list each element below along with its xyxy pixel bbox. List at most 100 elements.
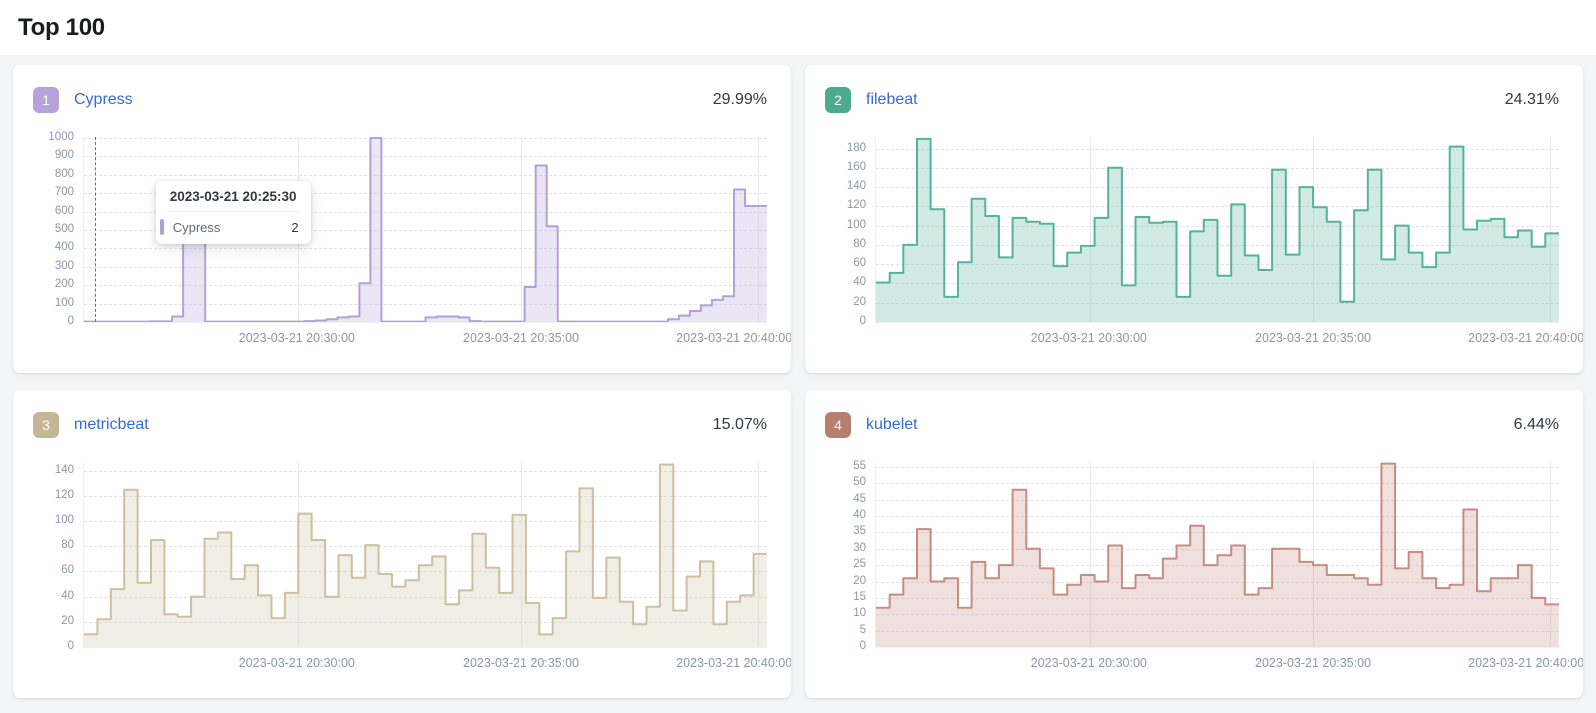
cursor-line [95,137,96,322]
y-axis-labels: 0 20 40 60 80 100 120 140 160 180 [825,137,875,326]
y-tick-label: 700 [54,186,74,199]
x-axis-labels: 2023-03-21 20:30:00 2023-03-21 20:35:00 20… [83,323,791,349]
horizontal-gridline [876,614,1559,616]
y-tick-label: 120 [54,488,74,501]
y-tick-label: 120 [846,199,866,212]
y-tick-label: 80 [853,237,866,250]
y-tick-label: 55 [853,459,866,472]
page-header: Top 100 [0,0,1596,55]
plot-area[interactable]: 2023-03-21 20:25:30 Cypress 2 [83,137,767,323]
metric-card-cypress: 1 Cypress 29.99% 0 100 200 300 400 500 600 700 8… [13,65,791,373]
area-series [876,462,1559,647]
horizontal-gridline [84,137,767,139]
x-axis-labels: 2023-03-21 20:30:00 2023-03-21 20:35:00 20… [83,648,791,674]
horizontal-gridline [876,548,1559,550]
vertical-gridline [1089,137,1091,322]
horizontal-gridline [84,229,767,231]
horizontal-gridline [84,174,767,176]
chart-tooltip: 2023-03-21 20:25:30 Cypress 2 [155,181,311,244]
y-tick-label: 10 [853,607,866,620]
horizontal-gridline [876,167,1559,169]
y-tick-label: 25 [853,558,866,571]
y-axis-labels: 0 100 200 300 400 500 600 700 800 900 1000 [33,131,83,326]
y-tick-label: 0 [859,315,866,327]
y-tick-label: 160 [846,160,866,173]
y-tick-label: 1000 [48,130,74,143]
y-tick-label: 800 [54,167,74,180]
horizontal-gridline [84,621,767,623]
y-tick-label: 0 [859,640,866,652]
y-tick-label: 180 [846,141,866,154]
series-name-link[interactable]: filebeat [866,91,918,108]
y-tick-label: 20 [853,295,866,308]
y-tick-label: 40 [61,589,74,602]
y-tick-label: 140 [846,180,866,193]
page-title: Top 100 [18,13,105,41]
horizontal-gridline [876,302,1559,304]
horizontal-gridline [876,466,1559,468]
x-tick-label: 2023-03-21 20:40:00 [676,331,791,345]
vertical-gridline [1313,462,1315,647]
y-tick-label: 0 [67,640,74,652]
y-tick-label: 500 [54,222,74,235]
series-name-link[interactable]: Cypress [74,91,133,108]
metric-card-filebeat: 2 filebeat 24.31% 0 20 40 60 80 100 120 140 160 1… [805,65,1583,373]
rank-badge: 1 [33,87,59,113]
vertical-gridline [1549,137,1551,322]
plot-area[interactable] [83,462,767,648]
horizontal-gridline [876,206,1559,208]
chart: 0 20 40 60 80 100 120 140 [33,462,767,652]
card-header: 3 metricbeat 15.07% [33,412,767,438]
series-name-link[interactable]: metricbeat [74,416,149,433]
y-tick-label: 200 [54,278,74,291]
y-tick-label: 140 [54,463,74,476]
vertical-gridline [521,462,523,647]
card-header: 2 filebeat 24.31% [825,87,1559,113]
x-tick-label: 2023-03-21 20:30:00 [238,331,355,345]
card-header: 1 Cypress 29.99% [33,87,767,113]
chart: 0 20 40 60 80 100 120 140 160 180 [825,137,1559,327]
horizontal-gridline [876,187,1559,189]
percent-value: 29.99% [712,91,767,108]
horizontal-gridline [876,581,1559,583]
series-color-marker [159,219,164,235]
horizontal-gridline [84,470,767,472]
horizontal-gridline [84,303,767,305]
content-area: 1 Cypress 29.99% 0 100 200 300 400 500 600 700 8… [0,55,1596,698]
vertical-gridline [757,137,759,322]
horizontal-gridline [84,596,767,598]
series-name-link[interactable]: kubelet [866,416,918,433]
horizontal-gridline [876,283,1559,285]
x-tick-label: 2023-03-21 20:40:00 [676,656,791,670]
y-tick-label: 40 [853,276,866,289]
horizontal-gridline [84,211,767,213]
x-tick-label: 2023-03-21 20:35:00 [1254,656,1372,670]
x-tick-label: 2023-03-21 20:30:00 [238,656,355,670]
horizontal-gridline [84,266,767,268]
plot-area[interactable] [875,137,1559,323]
y-axis-labels: 0 20 40 60 80 100 120 140 [33,462,83,651]
horizontal-gridline [876,499,1559,501]
y-tick-label: 400 [54,241,74,254]
y-tick-label: 40 [853,509,866,522]
x-axis-labels: 2023-03-21 20:30:00 2023-03-21 20:35:00 20… [875,648,1583,674]
chart: 0 5 10 15 20 25 30 35 40 45 50 55 [825,459,1559,652]
y-tick-label: 15 [853,590,866,603]
horizontal-gridline [876,630,1559,632]
horizontal-gridline [84,248,767,250]
area-series [876,137,1559,322]
metric-card-metricbeat: 3 metricbeat 15.07% 0 20 40 60 80 100 120 140 2… [13,390,791,698]
y-tick-label: 300 [54,259,74,272]
y-tick-label: 5 [859,623,866,636]
plot-area[interactable] [875,462,1559,648]
horizontal-gridline [876,597,1559,599]
y-tick-label: 0 [67,315,74,327]
y-tick-label: 100 [54,514,74,527]
rank-badge: 4 [825,412,851,438]
rank-badge: 2 [825,87,851,113]
top-100-grid: 1 Cypress 29.99% 0 100 200 300 400 500 600 700 8… [13,65,1583,698]
horizontal-gridline [876,516,1559,518]
percent-value: 24.31% [1504,91,1559,108]
y-tick-label: 900 [54,149,74,162]
x-tick-label: 2023-03-21 20:30:00 [1030,656,1147,670]
